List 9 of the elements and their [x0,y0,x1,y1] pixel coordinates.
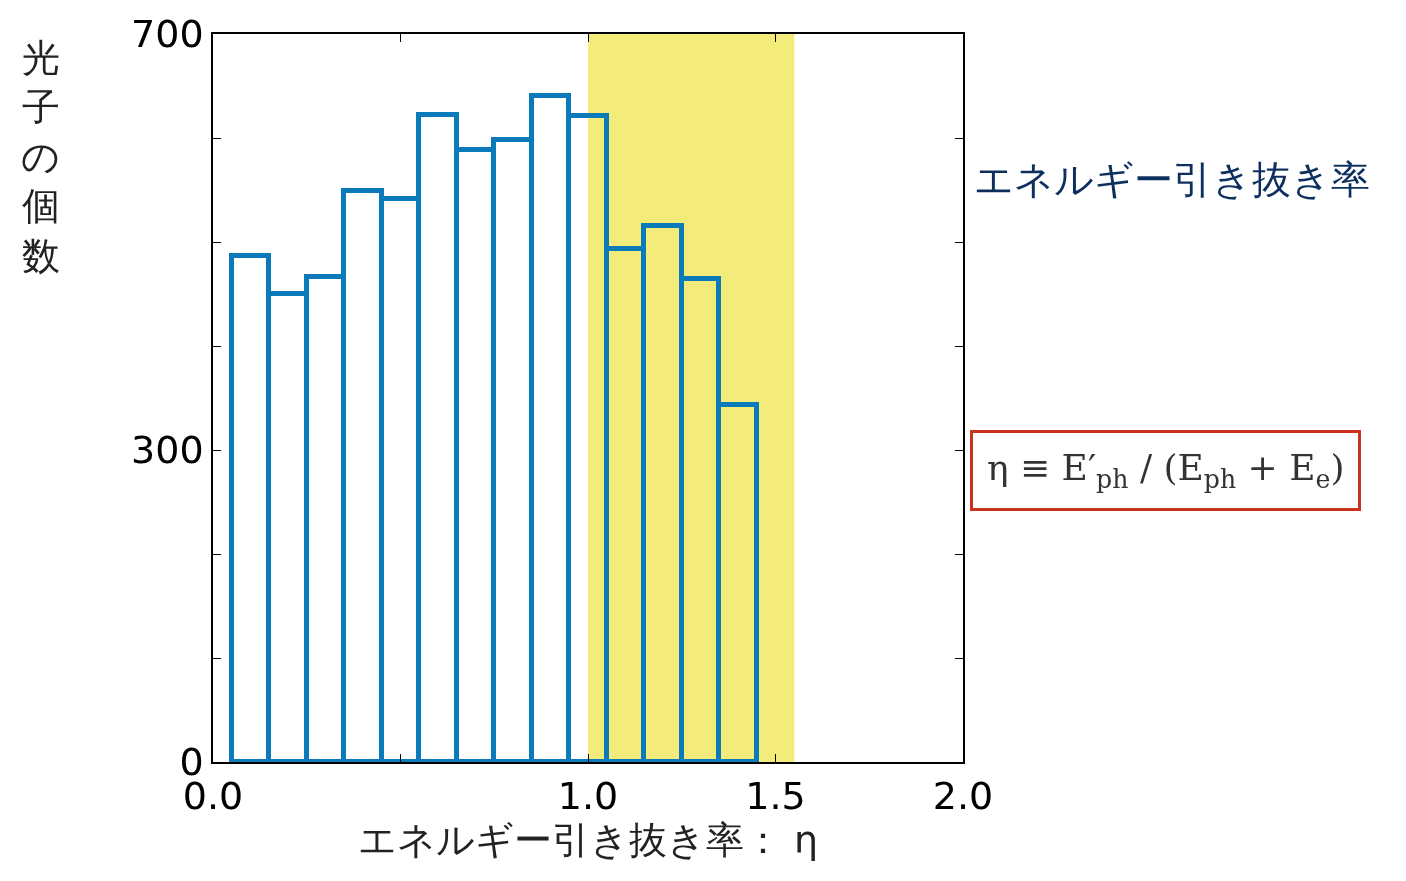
text: η ≡ E′$_{ph}$ / (E$_{ph}$ + E$_{e}$) [987,447,1345,494]
y-tick-label: 300 [131,428,204,473]
y-tick-label: 700 [131,12,204,57]
x-tick-label: 1.0 [557,774,619,819]
x-tick-label: 2.0 [932,774,994,819]
x-tick-label: 1.5 [745,774,806,819]
text: エネルギー引き抜き率 [974,157,1370,202]
y-axis-title: 光子の個数 [21,36,60,278]
x-axis-title: エネルギー引き抜き率： η [357,818,819,863]
